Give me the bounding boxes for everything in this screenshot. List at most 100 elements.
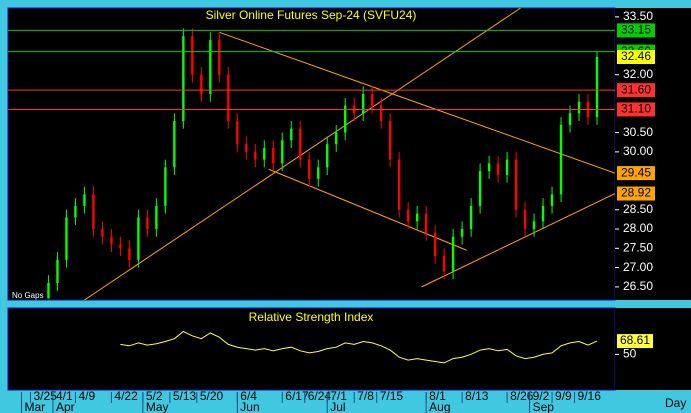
candle-body bbox=[218, 40, 221, 75]
x-tick-label: 4/1 bbox=[56, 389, 73, 403]
x-tick-label: 4/22 bbox=[114, 389, 138, 403]
level-box bbox=[617, 83, 655, 98]
x-tick-label: 8/1 bbox=[429, 389, 446, 403]
trendline-label: 29.45 bbox=[621, 165, 651, 179]
candle-body bbox=[388, 121, 392, 160]
candle-body bbox=[200, 74, 203, 95]
candle-body bbox=[442, 256, 446, 272]
trendline-label: 28.92 bbox=[621, 186, 651, 200]
rsi-axis bbox=[615, 308, 691, 390]
candle-body bbox=[595, 56, 599, 118]
candle-body bbox=[317, 167, 320, 179]
candle-body bbox=[460, 229, 464, 237]
price-panel bbox=[7, 7, 616, 301]
candle-body bbox=[344, 105, 347, 133]
month-label: Jul bbox=[330, 400, 345, 413]
candle-body bbox=[137, 217, 140, 260]
y-tick-label: 28.00 bbox=[623, 221, 653, 235]
month-label: Jun bbox=[240, 400, 259, 413]
candle-body bbox=[532, 221, 536, 230]
y-tick-label: 27.00 bbox=[623, 260, 653, 274]
x-tick-label: 5/2 bbox=[146, 389, 163, 403]
last-price-box bbox=[617, 49, 655, 64]
level-box bbox=[617, 23, 655, 38]
candle-body bbox=[478, 171, 482, 206]
month-label: May bbox=[146, 400, 169, 413]
candle-body bbox=[164, 167, 167, 206]
trendline-box bbox=[617, 186, 655, 201]
candle-body bbox=[209, 40, 212, 95]
candle-body bbox=[65, 217, 68, 260]
candle-body bbox=[299, 128, 302, 160]
x-tick-label: 5/20 bbox=[200, 389, 224, 403]
trendline bbox=[219, 31, 615, 174]
candle-body bbox=[568, 113, 572, 125]
x-tick-label: 8/26 bbox=[510, 389, 534, 403]
candle-body bbox=[326, 144, 329, 168]
candle-body bbox=[487, 163, 491, 172]
candle-body bbox=[236, 121, 239, 145]
trendline bbox=[84, 8, 521, 300]
candle-body bbox=[371, 94, 374, 106]
candle-body bbox=[362, 94, 365, 114]
candle-body bbox=[92, 194, 95, 230]
trendline bbox=[268, 168, 467, 251]
level-label: 33.15 bbox=[621, 23, 651, 37]
x-tick-label: 9/9 bbox=[555, 389, 572, 403]
candle-body bbox=[155, 205, 158, 230]
month-label: Aug bbox=[429, 400, 450, 413]
candle-body bbox=[577, 101, 581, 114]
rsi-title: Relative Strength Index bbox=[249, 310, 374, 324]
x-tick-label: 4/9 bbox=[78, 389, 95, 403]
x-tick-label: 6/4 bbox=[240, 389, 257, 403]
x-tick-label: 3/25 bbox=[33, 389, 57, 403]
trendline-box bbox=[617, 166, 655, 181]
x-tick-label: 9/16 bbox=[578, 389, 602, 403]
candle-body bbox=[245, 144, 248, 152]
rsi-tick-label: 50 bbox=[623, 347, 637, 361]
candle-body bbox=[415, 213, 419, 222]
candle-body bbox=[47, 283, 50, 299]
candle-body bbox=[281, 140, 284, 164]
x-axis-label: Day bbox=[665, 396, 686, 410]
y-tick-label: 33.50 bbox=[623, 9, 653, 23]
rsi-last-label: 68.61 bbox=[620, 333, 650, 347]
candle-body bbox=[110, 236, 113, 245]
candle-body bbox=[514, 159, 518, 210]
level-box bbox=[617, 102, 655, 117]
rsi-line bbox=[120, 330, 598, 364]
candle-body bbox=[227, 74, 230, 122]
x-tick-label: 8/13 bbox=[465, 389, 489, 403]
last-price-label: 32.46 bbox=[621, 49, 651, 63]
candle-body bbox=[182, 36, 185, 122]
candle-body bbox=[541, 205, 545, 222]
rsi-last-box bbox=[617, 334, 653, 349]
candle-body bbox=[263, 148, 266, 160]
candle-body bbox=[83, 194, 86, 206]
candle-body bbox=[173, 121, 176, 168]
candle-body bbox=[397, 159, 401, 210]
candle-body bbox=[550, 194, 554, 206]
candle-body bbox=[146, 217, 149, 230]
x-tick-label: 5/13 bbox=[173, 389, 197, 403]
level-label: 31.10 bbox=[621, 102, 651, 116]
candle-body bbox=[101, 229, 104, 237]
y-tick-label: 30.00 bbox=[623, 144, 653, 158]
level-label: 31.60 bbox=[621, 82, 651, 96]
candle-body bbox=[128, 248, 131, 260]
candle-body bbox=[496, 163, 500, 176]
month-label: Sep bbox=[533, 400, 555, 413]
candle-body bbox=[559, 124, 563, 195]
candle-body bbox=[119, 244, 122, 249]
y-tick-label: 26.50 bbox=[623, 279, 653, 293]
candle-body bbox=[254, 151, 257, 160]
candle-body bbox=[505, 159, 509, 176]
y-tick-label: 32.00 bbox=[623, 67, 653, 81]
month-label: Mar bbox=[24, 400, 45, 413]
candle-body bbox=[406, 209, 410, 222]
candle-body bbox=[308, 159, 311, 179]
candle-body bbox=[290, 128, 293, 141]
month-label: Apr bbox=[56, 400, 75, 413]
